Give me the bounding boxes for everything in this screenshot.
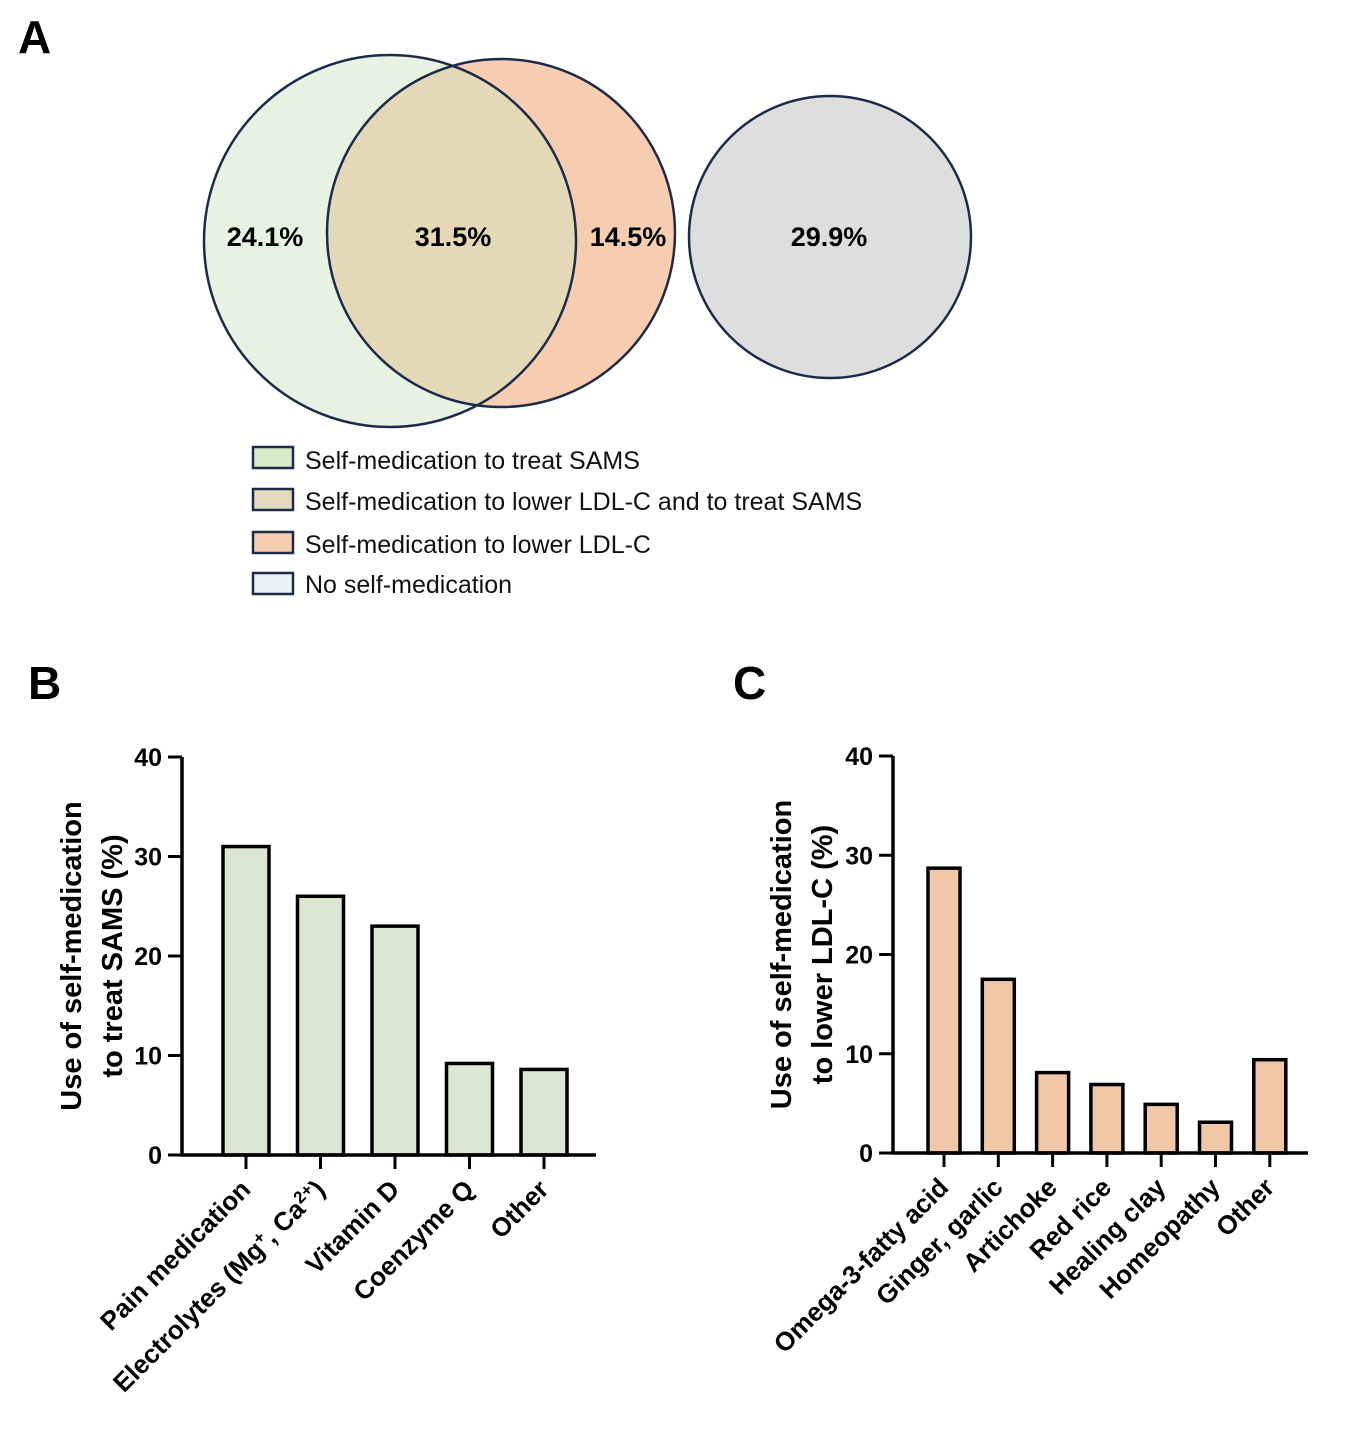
bar <box>370 924 420 1157</box>
venn-intersection <box>327 59 576 407</box>
panel-label-b: B <box>28 657 61 709</box>
bar <box>1089 1082 1125 1155</box>
venn-value-none: 29.9% <box>791 222 868 252</box>
venn-value-both: 31.5% <box>415 222 492 252</box>
x-category-label: Other <box>484 1174 554 1244</box>
bar <box>295 894 346 1157</box>
y-axis-title-line1: Use of self-medication <box>766 800 798 1109</box>
legend-label: Self-medication to treat SAMS <box>305 447 640 475</box>
bar <box>1034 1070 1071 1155</box>
y-tick-label: 0 <box>859 1140 873 1168</box>
y-tick-label: 0 <box>148 1142 162 1170</box>
venn-circle-none <box>687 94 973 380</box>
panel-label-c: C <box>733 657 766 709</box>
y-tick-label: 10 <box>134 1043 162 1071</box>
legend-label: No self-medication <box>305 571 512 599</box>
bar <box>519 1067 569 1157</box>
y-tick-label: 20 <box>134 943 162 971</box>
y-axis-title-line2: to treat SAMS (%) <box>97 834 129 1077</box>
y-tick-label: 40 <box>134 744 162 772</box>
panel-a: A 24.1% 31.5% 14.5% 29.9% Self-medicatio… <box>18 11 973 599</box>
y-tick-label: 10 <box>845 1041 873 1069</box>
bar <box>926 866 962 1155</box>
venn-value-ldl-only: 14.5% <box>590 222 667 252</box>
bar <box>1197 1120 1234 1155</box>
legend-label: Self-medication to lower LDL-C <box>305 531 651 559</box>
venn-outline-sams <box>202 53 578 429</box>
bar <box>444 1061 495 1157</box>
y-axis-title-line1: Use of self-medication <box>56 801 88 1110</box>
legend-swatch <box>251 571 295 596</box>
venn-value-sams-only: 24.1% <box>227 222 304 252</box>
bar <box>980 977 1017 1155</box>
y-tick-label: 40 <box>845 743 873 771</box>
bar <box>1143 1102 1179 1155</box>
bar <box>1252 1057 1288 1155</box>
x-category-label: Other <box>1210 1172 1280 1242</box>
legend-swatch <box>251 530 295 555</box>
y-tick-label: 20 <box>845 942 873 970</box>
y-tick-label: 30 <box>845 842 873 870</box>
y-axis-title-line2: to lower LDL-C (%) <box>807 825 839 1084</box>
venn-legend: Self-medication to treat SAMS Self-medic… <box>251 445 862 599</box>
legend-swatch <box>251 445 295 470</box>
venn-outline-ldl <box>325 57 677 409</box>
legend-label: Self-medication to lower LDL-C and to tr… <box>305 488 862 516</box>
y-tick-label: 30 <box>134 844 162 872</box>
bar <box>221 844 271 1157</box>
legend-swatch <box>251 487 295 512</box>
panel-label-a: A <box>18 11 51 63</box>
